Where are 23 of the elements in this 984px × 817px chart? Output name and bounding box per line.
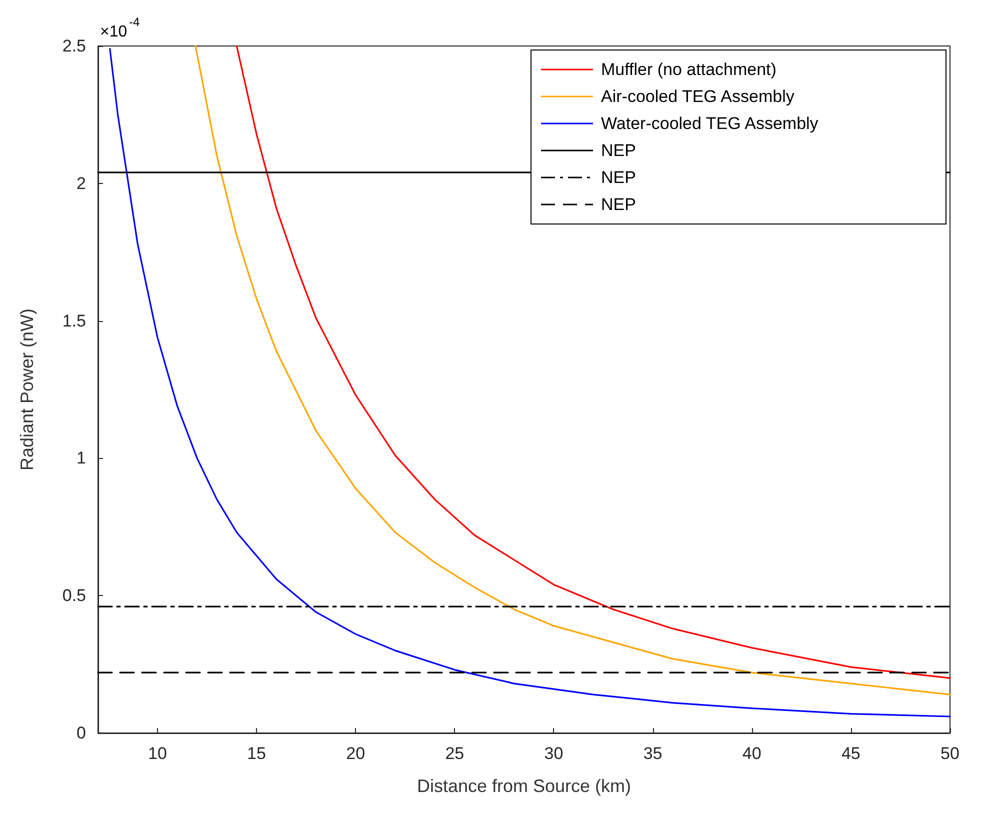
y-tick-label: 0 xyxy=(76,724,86,742)
x-tick-label: 50 xyxy=(940,744,960,763)
y-axis-title: Radiant Power (nW) xyxy=(17,308,37,471)
x-tick-label: 35 xyxy=(643,744,662,763)
legend-label: Muffler (no attachment) xyxy=(601,60,776,79)
legend-label: NEP xyxy=(601,168,636,187)
legend-label: Air-cooled TEG Assembly xyxy=(601,87,795,106)
x-tick-label: 20 xyxy=(346,744,366,763)
x-tick-label: 30 xyxy=(544,744,564,763)
y-tick-label: 0.5 xyxy=(62,586,86,606)
x-axis-title: Distance from Source (km) xyxy=(416,776,632,796)
x-tick-label: 45 xyxy=(841,744,860,763)
x-tick-label: 15 xyxy=(247,744,266,763)
y-tick-label: 1.5 xyxy=(62,311,86,330)
legend-label: NEP xyxy=(601,195,636,214)
y-tick-label: 1 xyxy=(76,448,86,468)
y-tick-label: 2 xyxy=(76,174,86,193)
x-tick-label: 10 xyxy=(148,744,167,763)
y-tick-label: 2.5 xyxy=(62,36,86,56)
x-tick-label: 25 xyxy=(445,744,464,763)
legend-label: NEP xyxy=(601,141,636,160)
legend-label: Water-cooled TEG Assembly xyxy=(601,114,819,133)
x-tick-label: 40 xyxy=(742,744,762,763)
